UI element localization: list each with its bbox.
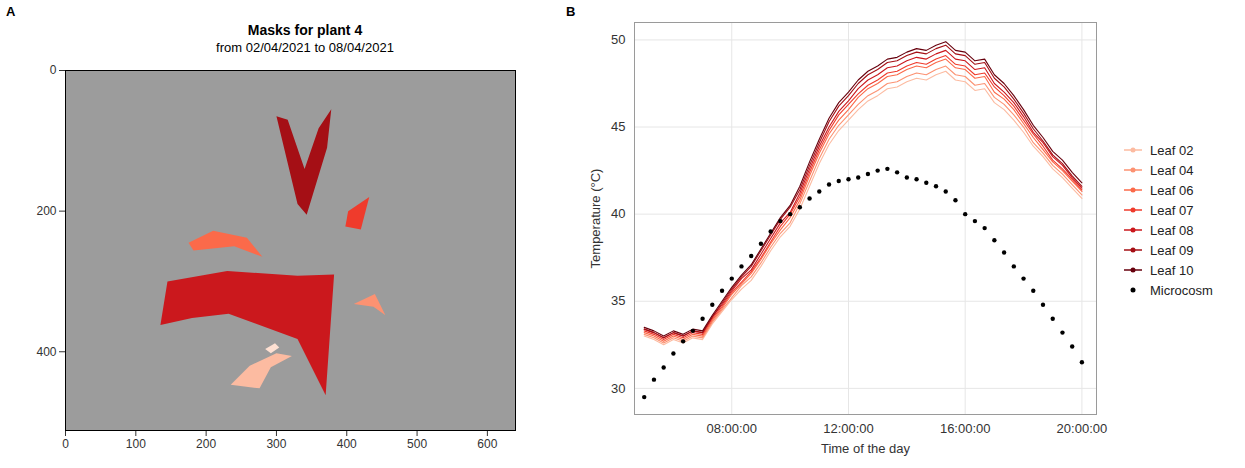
svg-text:200: 200 [36,204,56,218]
svg-text:600: 600 [477,437,497,451]
html-text:Masks for plant 4: Masks for plant 4 [247,22,363,38]
svg-text:100: 100 [126,437,146,451]
svg-text:0: 0 [62,437,69,451]
svg-text:35: 35 [611,293,625,308]
svg-text:30: 30 [611,381,625,396]
html-text:from 02/04/2021 to 08/04/2021: from 02/04/2021 to 08/04/2021 [216,40,394,55]
svg-text:12:00:00: 12:00:00 [823,421,874,436]
html-text:Leaf 04: Leaf 04 [1150,162,1194,178]
svg-text:500: 500 [407,437,427,451]
html-text:Leaf 09: Leaf 09 [1150,242,1194,258]
svg-text:45: 45 [611,119,625,134]
svg-text:Temperature (°C): Temperature (°C) [588,169,603,269]
html-text:A: A [6,4,16,19]
svg-text:300: 300 [266,437,286,451]
svg-text:Time of the day: Time of the day [821,441,911,456]
svg-text:400: 400 [36,345,56,359]
svg-text:20:00:00: 20:00:00 [1057,421,1108,436]
html-text:Leaf 10: Leaf 10 [1150,262,1194,278]
svg-text:40: 40 [611,206,625,221]
html-text:Leaf 08: Leaf 08 [1150,222,1194,238]
svg-text:400: 400 [337,437,357,451]
svg-text:16:00:00: 16:00:00 [940,421,991,436]
html-text:Leaf 06: Leaf 06 [1150,182,1194,198]
html-text:Leaf 02: Leaf 02 [1150,142,1194,158]
svg-text:0: 0 [50,63,57,77]
svg-text:50: 50 [611,32,625,47]
html-text:B: B [566,4,576,19]
html-text:Leaf 07: Leaf 07 [1150,202,1194,218]
svg-text:200: 200 [196,437,216,451]
html-text:Microcosm: Microcosm [1150,282,1213,298]
svg-text:08:00:00: 08:00:00 [706,421,757,436]
